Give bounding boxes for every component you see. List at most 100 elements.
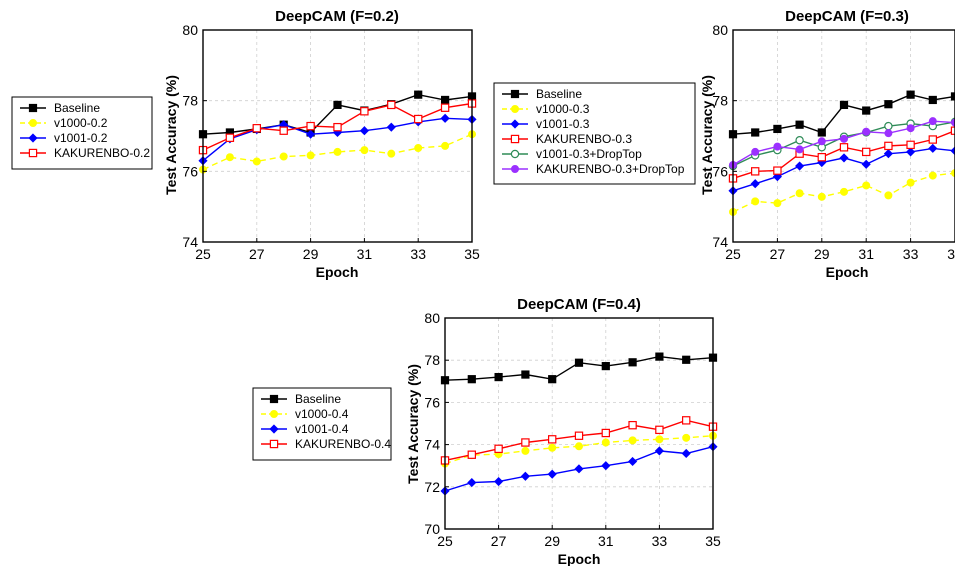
- data-point: [655, 352, 664, 361]
- data-point: [906, 178, 915, 187]
- data-point: [884, 191, 893, 200]
- data-point: [333, 100, 342, 110]
- y-axis-label: Test Accuracy (%): [163, 75, 179, 195]
- chart-title: DeepCAM (F=0.4): [517, 296, 641, 313]
- data-point: [862, 181, 871, 190]
- data-point: [440, 113, 450, 123]
- x-tick-label: 27: [249, 246, 265, 262]
- data-point: [521, 446, 530, 455]
- series-2: [198, 113, 477, 166]
- data-point: [467, 375, 476, 384]
- data-point: [359, 126, 369, 136]
- axes-frame: [202, 29, 473, 243]
- data-point: [628, 456, 638, 467]
- data-point: [414, 90, 423, 99]
- data-point: [751, 147, 760, 156]
- legend-marker: [510, 119, 520, 129]
- y-tick-label: 80: [712, 22, 728, 38]
- data-point: [839, 100, 849, 110]
- data-point: [928, 171, 937, 180]
- data-point: [548, 375, 557, 384]
- x-tick-label: 35: [705, 533, 721, 549]
- x-tick-label: 25: [195, 246, 211, 262]
- legend-label: v1001-0.3: [536, 117, 590, 131]
- legend-label: KAKURENBO-0.4: [295, 437, 391, 451]
- data-point: [387, 100, 396, 110]
- data-point: [601, 438, 610, 447]
- x-tick-label: 25: [725, 246, 741, 262]
- y-tick-label: 80: [182, 22, 198, 38]
- data-point: [928, 117, 937, 126]
- data-point: [928, 143, 938, 153]
- x-tick-label: 29: [544, 533, 560, 549]
- legend-label: v1000-0.4: [295, 407, 349, 421]
- data-point: [950, 146, 955, 156]
- data-point: [861, 159, 871, 169]
- data-point: [773, 199, 782, 208]
- data-point: [414, 144, 423, 153]
- data-point: [795, 145, 804, 154]
- data-point: [839, 143, 849, 152]
- data-point: [601, 461, 611, 471]
- data-point: [928, 95, 937, 105]
- y-tick-label: 78: [424, 352, 440, 368]
- x-tick-label: 35: [464, 246, 480, 262]
- data-point: [682, 355, 691, 364]
- data-point: [494, 476, 504, 487]
- data-point: [862, 127, 871, 136]
- x-tick-label: 31: [357, 246, 373, 262]
- data-point: [441, 95, 450, 105]
- data-point: [817, 137, 826, 146]
- data-point: [817, 128, 826, 137]
- data-point: [574, 358, 584, 367]
- legend-marker: [28, 119, 37, 128]
- x-tick-label: 33: [410, 246, 426, 262]
- legend-label: Baseline: [536, 87, 582, 101]
- data-point: [655, 435, 664, 444]
- data-point: [840, 134, 849, 143]
- legend-label: Baseline: [54, 101, 100, 115]
- y-tick-label: 74: [712, 234, 728, 250]
- data-point: [628, 358, 637, 367]
- data-point: [306, 129, 316, 139]
- data-point: [467, 478, 477, 488]
- data-point: [906, 124, 915, 133]
- data-point: [601, 362, 610, 371]
- x-tick-label: 33: [903, 246, 919, 262]
- data-point: [951, 118, 955, 127]
- data-point: [861, 147, 871, 157]
- data-point: [750, 179, 760, 189]
- data-point: [795, 120, 804, 129]
- series-2: [440, 442, 718, 496]
- y-tick-label: 76: [182, 163, 198, 179]
- data-point: [795, 189, 804, 198]
- legend-marker: [28, 133, 38, 143]
- data-point: [441, 141, 450, 150]
- data-point: [387, 149, 396, 158]
- data-point: [862, 106, 871, 115]
- data-point: [951, 169, 955, 178]
- data-point: [252, 157, 261, 166]
- y-axis-label: Test Accuracy (%): [699, 75, 715, 195]
- data-point: [628, 420, 637, 430]
- legend-label: v1001-0.2: [54, 131, 108, 145]
- legend-marker: [510, 105, 519, 114]
- x-tick-label: 33: [652, 533, 668, 549]
- x-tick-label: 27: [491, 533, 507, 549]
- data-point: [681, 416, 691, 425]
- data-point: [655, 425, 664, 435]
- chart-f03: DeepCAM (F=0.3) Epoch Test Accuracy (%) …: [493, 8, 955, 280]
- data-point: [654, 446, 664, 456]
- legend-marker: [510, 134, 520, 144]
- legend-label: v1000-0.2: [54, 116, 108, 130]
- data-point: [682, 433, 691, 442]
- legend: Baselinev1000-0.3v1001-0.3KAKURENBO-0.3v…: [493, 82, 696, 185]
- data-point: [547, 469, 557, 479]
- data-point: [773, 124, 782, 134]
- data-point: [521, 438, 530, 447]
- y-tick-label: 74: [424, 437, 440, 453]
- data-point: [467, 450, 477, 459]
- data-point: [306, 121, 315, 131]
